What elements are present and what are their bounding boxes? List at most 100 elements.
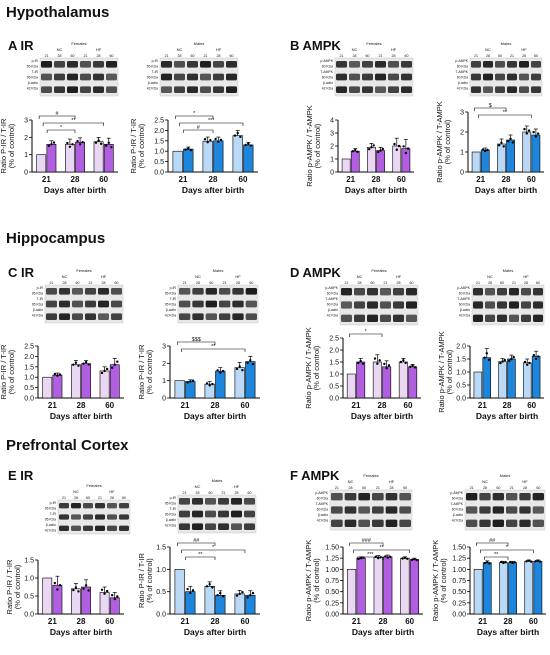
blot-band (174, 86, 185, 93)
data-point (206, 141, 209, 144)
x-tick-label: 21 (181, 617, 190, 626)
blot-band (519, 519, 531, 527)
bar-nc-day-21 (42, 376, 53, 399)
x-tick-label: 60 (529, 617, 538, 626)
significance-bracket (474, 107, 507, 111)
y-tick-label: 0.50 (325, 589, 339, 596)
y-tick-label: 1.5 (156, 545, 166, 552)
data-point (76, 139, 79, 143)
figure-label-c: C IR (8, 265, 34, 280)
blot-row-label: 95 KDa (147, 76, 158, 80)
x-tick-label: 28 (71, 175, 80, 184)
y-axis-label: Ratio P-IR / T-IR (137, 552, 146, 607)
blot-lane-label: 60 (230, 54, 234, 58)
blot-band (471, 73, 481, 81)
blot-band (179, 300, 191, 308)
y-axis-label: Ratio p-AMPK / T-AMPK (304, 327, 313, 409)
blot-band (492, 506, 504, 514)
x-axis-label: Days after birth (50, 411, 112, 421)
blot-band (532, 519, 544, 527)
blot-group-label-nc: NC (195, 484, 201, 489)
blot-lane-label: 28 (390, 486, 394, 490)
blot-band (72, 300, 83, 308)
blot-lane-label: 60 (498, 54, 502, 58)
blot-sex-label: Females (86, 483, 101, 488)
blot-membrane (334, 57, 414, 97)
x-tick-label: 60 (404, 401, 413, 410)
blot-band (531, 73, 541, 81)
y-axis-label-unit: (% of control) (137, 123, 146, 168)
data-point (78, 143, 82, 146)
data-point (510, 357, 513, 361)
blot-lane-label: 60 (496, 486, 500, 490)
blot-lane-label: 28 (522, 54, 526, 58)
blot-row-label: 95 KDa (45, 518, 56, 522)
bar-hf-day-28 (507, 358, 516, 399)
blot-band (231, 523, 242, 530)
blot-band (344, 493, 357, 501)
blot-lane-label: 60 (403, 486, 407, 490)
blot-band (46, 288, 57, 295)
blot-band (119, 503, 129, 509)
x-tick-label: 21 (179, 175, 188, 184)
data-point (523, 360, 527, 364)
blot-membrane (464, 489, 546, 531)
blot-band (93, 86, 104, 93)
blot-band (401, 73, 412, 81)
blot-lane-label: 21 (470, 486, 474, 490)
data-point (191, 379, 195, 382)
data-point (354, 148, 357, 152)
x-tick-label: 21 (476, 175, 485, 184)
blot-lane-label: 28 (196, 491, 200, 495)
bar-hf-day-60 (531, 134, 541, 173)
blot-band (506, 519, 518, 527)
bar-hf-day-28 (508, 562, 517, 615)
blot-row-label: 60 KDa (452, 508, 463, 512)
blot-band (232, 300, 244, 308)
blot-lane-label: 21 (510, 486, 514, 490)
y-tick-label: 1.5 (329, 360, 339, 367)
blot-row-label: 60 KDa (452, 497, 463, 501)
y-axis-label-unit: (% of control) (145, 349, 154, 394)
y-tick-label: 2.5 (329, 336, 339, 343)
blot-band (393, 288, 404, 296)
blot-band (67, 73, 78, 81)
significance-bracket (38, 115, 76, 119)
blot-row-label: β-actin (328, 308, 338, 312)
significance-label: $ (489, 103, 492, 109)
blot-group-label-nc: NC (352, 47, 358, 52)
y-axis-label-unit: (% of control) (445, 349, 454, 394)
x-tick-label: 60 (99, 175, 108, 184)
blot-row-label: 95 KDa (165, 513, 176, 517)
blot-band (245, 313, 257, 320)
chart-E-females (35, 559, 124, 615)
y-axis-label: Ratio P-IR / T-IR (129, 118, 138, 173)
data-point (376, 362, 379, 365)
blot-band (532, 493, 544, 501)
y-tick-label: 2 (24, 135, 28, 142)
data-point (47, 144, 51, 148)
x-tick-label: 28 (372, 175, 381, 184)
bar-nc-day-21 (346, 569, 357, 615)
data-point (486, 561, 489, 564)
data-point (84, 360, 88, 364)
blot-band (106, 61, 117, 68)
blot-band (495, 61, 505, 68)
significance-bracket (42, 122, 104, 126)
blot-lane-label: 21 (384, 281, 388, 285)
blot-band (179, 288, 191, 295)
blot-lane-label: 60 (248, 491, 252, 495)
y-tick-label: 0.50 (452, 589, 466, 596)
blot-band (205, 288, 217, 295)
data-point (205, 585, 209, 588)
blot-row-label: 60 KDa (459, 292, 470, 296)
blot-band (107, 514, 117, 520)
blot-row-label: 60 KDa (322, 76, 333, 80)
data-point (53, 581, 57, 585)
blot-band (219, 313, 231, 320)
blot-band (521, 288, 531, 296)
blot-group-label-hf: HF (216, 47, 222, 52)
blot-lane-label: 28 (196, 281, 200, 285)
data-point (68, 145, 72, 148)
data-point (105, 589, 109, 593)
